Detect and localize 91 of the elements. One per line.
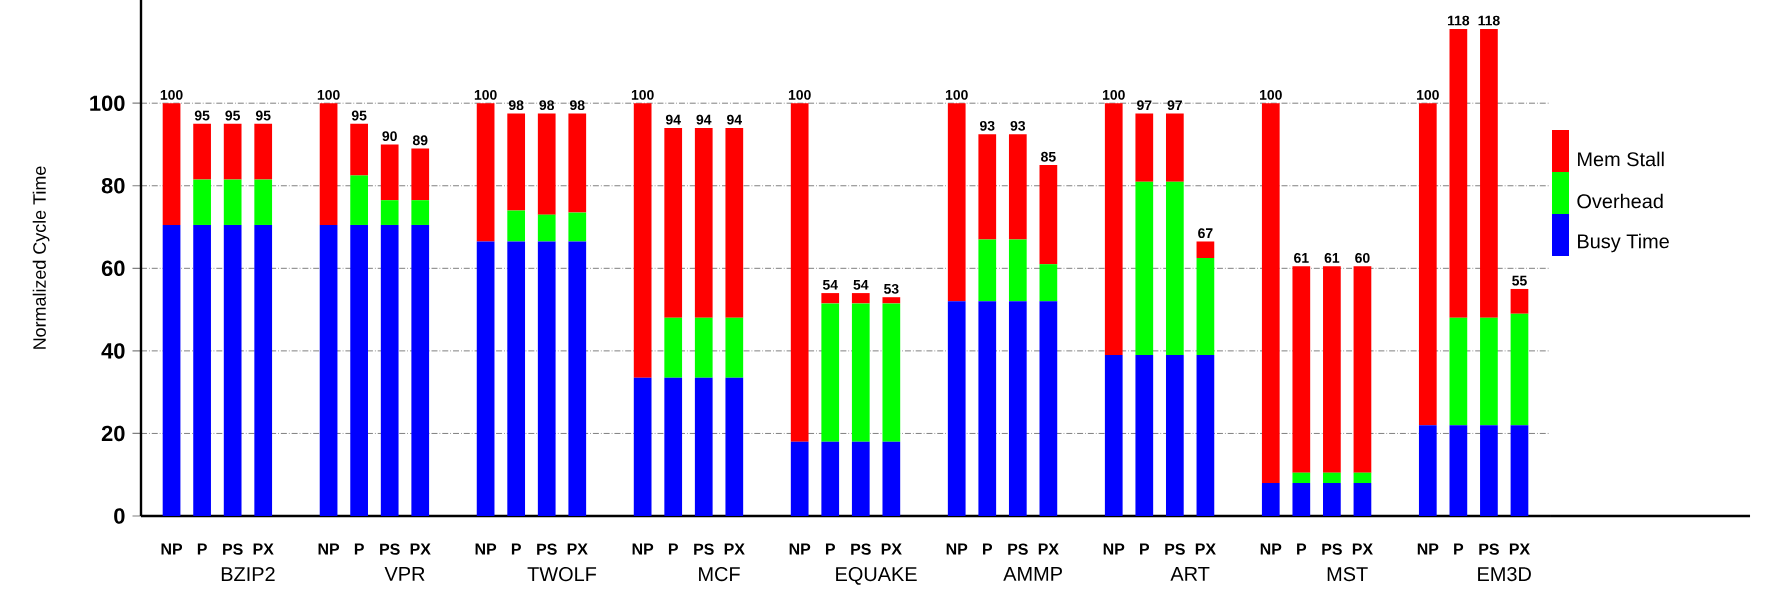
total-label: 100 bbox=[1102, 89, 1125, 100]
x-tick-label: NP bbox=[1103, 543, 1125, 555]
x-tick-label: PX bbox=[724, 543, 745, 555]
total-label: 67 bbox=[1198, 228, 1213, 239]
x-tick-label: PX bbox=[1195, 543, 1216, 555]
x-tick-label: PX bbox=[1352, 543, 1373, 555]
y-tick-label: 60 bbox=[101, 260, 125, 277]
total-label: 100 bbox=[317, 89, 340, 100]
total-label: 95 bbox=[255, 110, 271, 121]
text: EQUAKE bbox=[836, 567, 917, 585]
x-tick-label: NP bbox=[789, 543, 811, 555]
y-tick-label: 40 bbox=[101, 343, 125, 359]
total-label: 61 bbox=[1324, 253, 1340, 263]
total-label: 54 bbox=[822, 279, 838, 290]
total-label: 61 bbox=[1294, 253, 1309, 263]
total-label: 55 bbox=[1512, 275, 1527, 286]
x-tick-label: P bbox=[511, 543, 521, 555]
x-tick-label: P bbox=[983, 543, 993, 555]
total-label: 93 bbox=[1010, 120, 1026, 131]
text: AMMP bbox=[1003, 567, 1062, 581]
x-tick-label: PS bbox=[851, 543, 871, 555]
x-tick-label: PX bbox=[1509, 543, 1530, 555]
total-label: 89 bbox=[412, 135, 428, 146]
y-tick-label: 80 bbox=[101, 178, 125, 194]
x-tick-label: NP bbox=[632, 543, 654, 555]
y-axis-title: Normalized Cycle Time bbox=[32, 166, 50, 349]
x-tick-label: P bbox=[1297, 543, 1307, 555]
x-tick-label: NP bbox=[475, 543, 497, 555]
total-label: 100 bbox=[1417, 89, 1439, 100]
total-label: 90 bbox=[382, 131, 397, 142]
x-tick-label: PS bbox=[1322, 543, 1342, 555]
total-label: 118 bbox=[1478, 15, 1500, 26]
total-label: 100 bbox=[160, 89, 183, 100]
legend-label: Overhead bbox=[1577, 193, 1663, 209]
total-label: 95 bbox=[351, 110, 367, 121]
x-tick-label: PX bbox=[567, 543, 588, 555]
total-label: 94 bbox=[665, 114, 681, 125]
total-label: 118 bbox=[1447, 15, 1470, 26]
total-label: 98 bbox=[569, 100, 585, 111]
y-tick-label: 100 bbox=[90, 95, 125, 111]
total-label: 100 bbox=[945, 89, 968, 100]
text: MST bbox=[1327, 567, 1368, 582]
legend-label: Mem Stall bbox=[1578, 151, 1664, 167]
total-label: 53 bbox=[884, 283, 899, 294]
x-tick-label: NP bbox=[318, 543, 340, 555]
total-label: 98 bbox=[508, 100, 524, 111]
total-label: 97 bbox=[1167, 100, 1182, 111]
text: TWOLF bbox=[527, 567, 597, 582]
x-tick-label: PX bbox=[253, 543, 274, 555]
total-label: 60 bbox=[1355, 253, 1370, 263]
total-label: 85 bbox=[1041, 151, 1056, 162]
x-tick-label: PS bbox=[694, 543, 714, 555]
x-tick-label: PX bbox=[410, 543, 431, 555]
text: ART bbox=[1170, 567, 1210, 581]
y-tick-label: 0 bbox=[114, 508, 125, 524]
x-tick-label: P bbox=[1454, 543, 1464, 555]
total-label: 93 bbox=[979, 120, 995, 131]
x-tick-label: PX bbox=[1038, 543, 1059, 555]
x-tick-label: P bbox=[197, 543, 207, 555]
x-tick-label: NP bbox=[946, 543, 968, 555]
text: MCF bbox=[699, 567, 740, 582]
x-tick-label: PX bbox=[881, 543, 902, 555]
total-label: 94 bbox=[696, 114, 712, 125]
x-tick-label: PS bbox=[1165, 543, 1185, 555]
total-label: 100 bbox=[1260, 89, 1282, 100]
x-tick-label: P bbox=[668, 543, 678, 555]
total-label: 94 bbox=[727, 114, 742, 125]
x-tick-label: PS bbox=[537, 543, 557, 555]
x-tick-label: PS bbox=[1479, 543, 1499, 555]
text: VPR bbox=[384, 567, 425, 581]
x-tick-label: NP bbox=[161, 543, 183, 555]
y-tick-label: 20 bbox=[101, 425, 125, 442]
total-label: 97 bbox=[1137, 100, 1152, 111]
x-tick-label: PS bbox=[380, 543, 400, 555]
total-label: 95 bbox=[194, 110, 210, 121]
x-tick-label: NP bbox=[1417, 543, 1439, 555]
total-label: 100 bbox=[788, 89, 811, 100]
legend-label: Busy Time bbox=[1578, 233, 1669, 253]
total-label: 54 bbox=[853, 279, 869, 290]
text: EM3D bbox=[1478, 567, 1531, 582]
x-tick-label: NP bbox=[1260, 543, 1282, 555]
total-label: 98 bbox=[539, 100, 555, 111]
total-label: 100 bbox=[631, 89, 654, 100]
x-tick-label: PS bbox=[1008, 543, 1028, 555]
x-tick-label: P bbox=[825, 543, 836, 555]
x-tick-label: P bbox=[354, 543, 364, 555]
total-label: 95 bbox=[225, 110, 241, 121]
total-label: 100 bbox=[474, 89, 497, 100]
text: BZIP2 bbox=[221, 567, 275, 581]
x-tick-label: P bbox=[1140, 543, 1150, 555]
x-tick-label: PS bbox=[223, 543, 243, 555]
